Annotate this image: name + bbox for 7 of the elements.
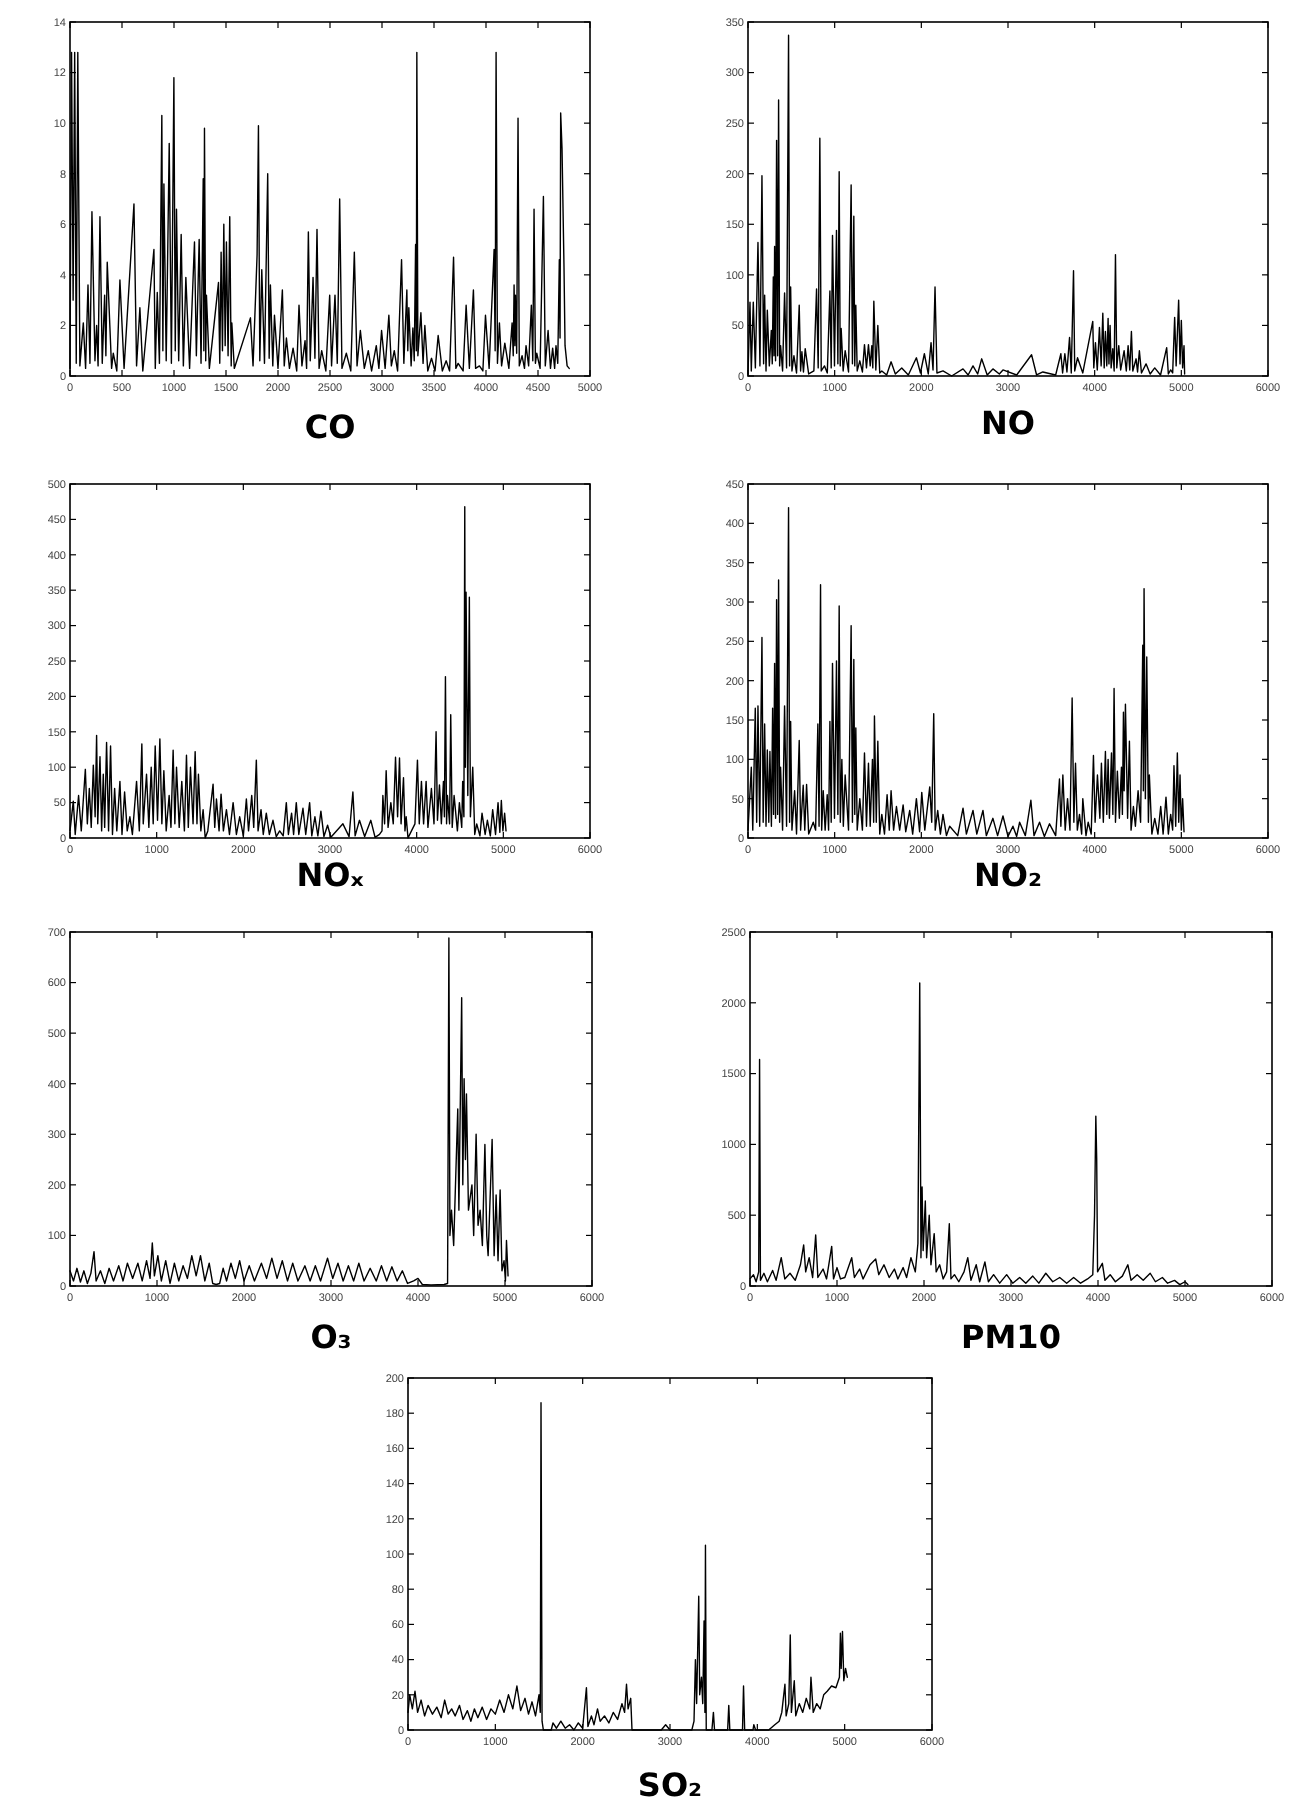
text: O₃ (310, 1318, 352, 1356)
text: SO₂ (637, 1766, 703, 1804)
text: CO (304, 408, 356, 446)
text: NO (981, 404, 1035, 442)
text: NOₓ (296, 856, 365, 894)
text: NO₂ (974, 856, 1042, 894)
text: PM10 (961, 1318, 1061, 1356)
